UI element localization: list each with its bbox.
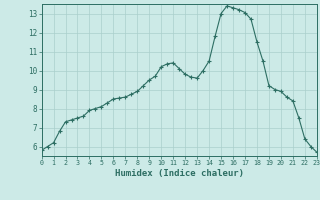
X-axis label: Humidex (Indice chaleur): Humidex (Indice chaleur) <box>115 169 244 178</box>
